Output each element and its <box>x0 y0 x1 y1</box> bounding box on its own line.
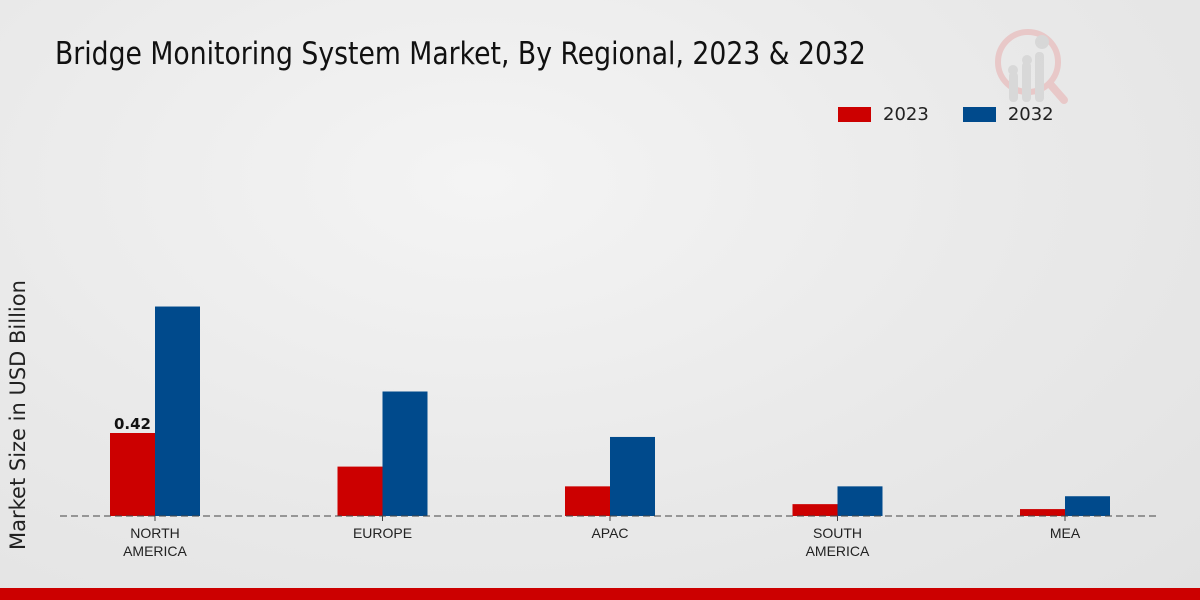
bar-2032-europe <box>382 391 428 516</box>
x-tick-label: NORTH AMERICA <box>123 525 187 559</box>
watermark-logo <box>995 29 1068 104</box>
bar-2032-north-america <box>155 306 200 516</box>
bar-2023-south-america <box>792 504 838 516</box>
x-tick-label: MEA <box>1050 525 1081 541</box>
data-label: 0.42 <box>114 415 151 433</box>
footer-bar <box>0 588 1200 600</box>
legend-swatch-2032 <box>962 107 996 122</box>
legend-label-2032: 2032 <box>1007 104 1054 125</box>
legend-swatch-2023 <box>838 107 871 122</box>
legend-item-2032: 2032 <box>962 104 1054 125</box>
bar-2032-mea <box>1065 496 1110 516</box>
legend: 2023 2032 <box>838 104 1088 125</box>
legend-label-2023: 2023 <box>883 104 929 125</box>
bar-2032-apac <box>610 436 655 516</box>
bar-2023-north-america <box>110 433 155 516</box>
x-tick-label: EUROPE <box>353 525 412 541</box>
x-tick-label: SOUTH AMERICA <box>806 525 870 559</box>
legend-item-2023: 2023 <box>838 104 929 125</box>
x-tick-label: APAC <box>591 525 628 541</box>
chart-title: Bridge Monitoring System Market, By Regi… <box>55 36 866 72</box>
bar-2023-apac <box>565 486 610 516</box>
bar-2032-south-america <box>837 486 883 516</box>
bar-2023-mea <box>1020 509 1065 516</box>
bar-2023-europe <box>337 466 383 516</box>
